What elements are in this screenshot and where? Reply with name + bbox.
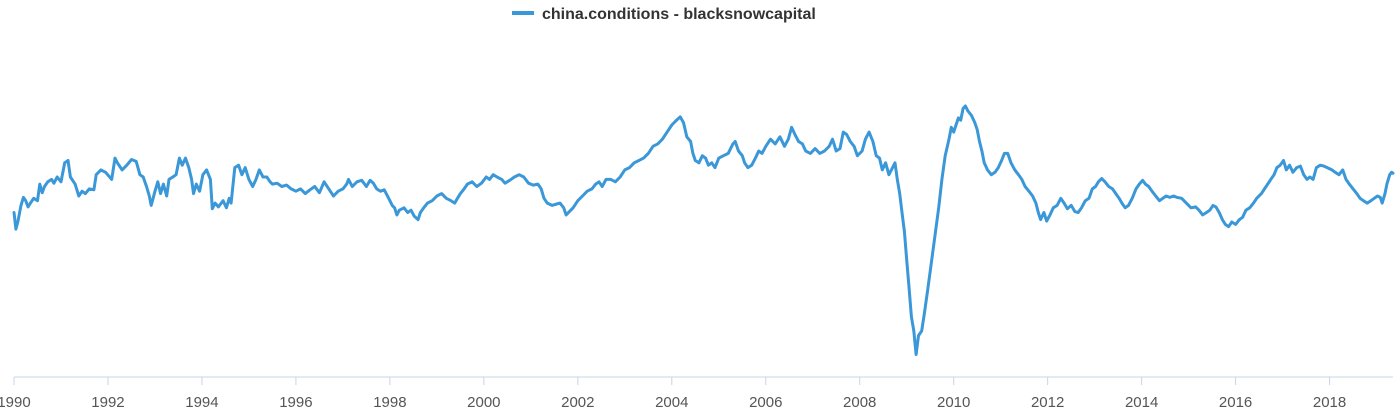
x-tick-label: 2004 [655, 394, 688, 411]
x-tick-label: 2018 [1313, 394, 1346, 411]
x-tick-label: 2008 [843, 394, 876, 411]
x-tick-label: 2002 [561, 394, 594, 411]
x-tick-label: 2000 [467, 394, 500, 411]
chart-legend[interactable]: china.conditions - blacksnowcapital [512, 6, 816, 23]
x-tick-label: 1990 [0, 394, 31, 411]
x-tick-label: 1994 [185, 394, 218, 411]
x-axis: 1990 1992 1994 1996 1998 2000 2002 2004 2006 2008… [0, 376, 1393, 411]
x-tick-label: 1992 [91, 394, 124, 411]
x-tick-label: 2006 [749, 394, 782, 411]
x-tick-label: 2016 [1219, 394, 1252, 411]
series-line-china-conditions[interactable] [12, 104, 1395, 356]
x-tick-label: 1998 [373, 394, 406, 411]
plot-area [12, 104, 1395, 356]
x-tick-label: 2014 [1125, 394, 1158, 411]
x-tick-label: 2012 [1031, 394, 1064, 411]
x-tick-label: 1996 [279, 394, 312, 411]
x-tick-label: 2010 [937, 394, 970, 411]
x-axis-ticks: 1990 1992 1994 1996 1998 2000 2002 2004 2006 2008… [0, 377, 1346, 411]
legend-label: china.conditions - blacksnowcapital [542, 6, 816, 23]
